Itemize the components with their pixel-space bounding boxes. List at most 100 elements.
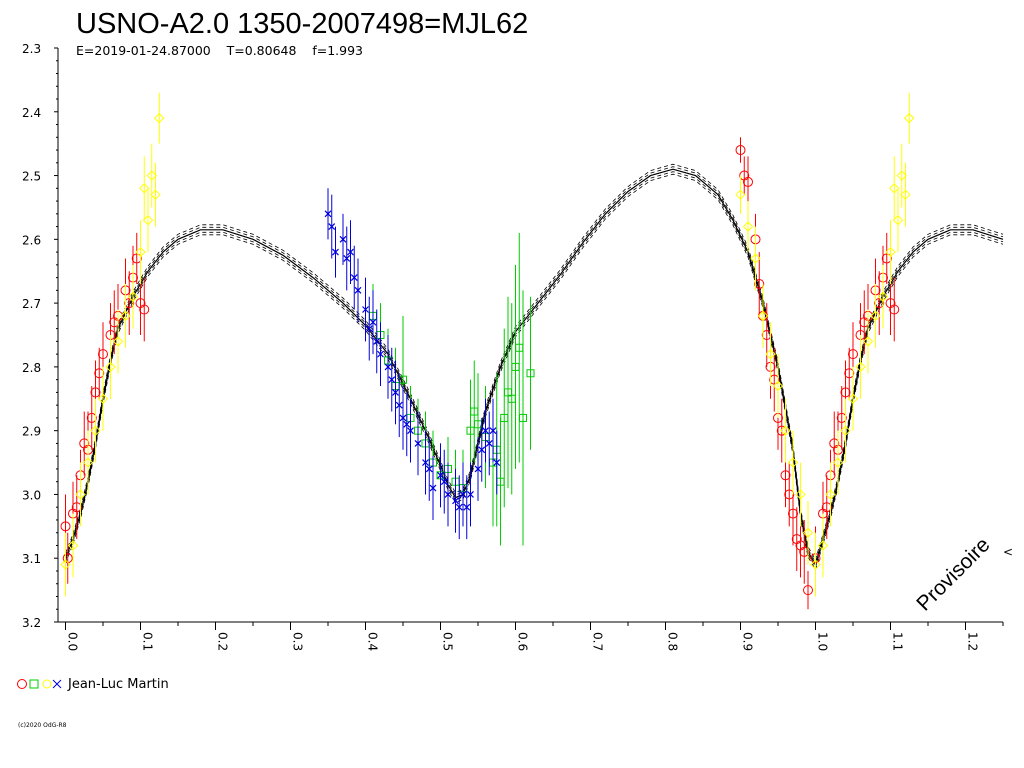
data-point-cross (388, 347, 396, 412)
marker-cross (452, 497, 459, 505)
marker-circle (844, 368, 855, 379)
marker-diamond (802, 527, 814, 538)
marker-cross (362, 306, 369, 313)
marker-diamond (750, 253, 761, 264)
data-point-diamond (896, 143, 907, 208)
marker-diamond (877, 291, 889, 302)
marker-cross (332, 248, 339, 256)
data-point-cross (369, 290, 377, 355)
marker-cross (395, 401, 403, 409)
data-point-diamond (60, 532, 71, 597)
x-tick-label: 0.6 (516, 632, 530, 651)
data-point-cross (455, 475, 463, 540)
marker-circle (836, 412, 847, 423)
chart-subtitle: E=2019-01-24.87000 T=0.80648 f=1.993 (76, 43, 363, 58)
marker-cross (343, 255, 351, 262)
data-point-diamond (787, 430, 799, 495)
x-tick-label: 1.1 (891, 632, 905, 651)
data-point-diamond (146, 143, 157, 208)
marker-diamond (896, 170, 907, 181)
marker-circle (788, 508, 798, 519)
data-point-diamond (112, 309, 124, 374)
marker-circle (754, 278, 765, 289)
marker-cross (377, 350, 384, 358)
marker-diamond (142, 214, 154, 226)
marker-square (526, 369, 535, 378)
data-point-diamond (877, 264, 889, 329)
data-point-diamond (135, 220, 146, 284)
data-point-diamond (127, 264, 139, 329)
marker-diamond (870, 310, 881, 322)
legend: Jean-Luc Martin (17, 677, 169, 692)
data-point-cross (463, 475, 471, 540)
data-point-circle (761, 303, 772, 367)
marker-circle (784, 489, 795, 500)
data-point-square (519, 290, 527, 546)
data-point-diamond (795, 462, 806, 527)
data-point-cross (478, 417, 486, 482)
y-tick-label: 3.1 (22, 552, 41, 566)
marker-cross (455, 503, 463, 511)
data-point-cross (395, 373, 403, 438)
marker-cross (493, 459, 501, 466)
x-tick-label: 1.2 (966, 632, 980, 651)
data-point-cross (377, 322, 384, 387)
model-curve-line (64, 168, 1004, 567)
data-point-diamond (154, 92, 165, 144)
data-point-diamond (889, 156, 900, 221)
x-tick-label: 0.7 (591, 632, 605, 651)
provisoire-watermark: Provisoire (912, 533, 994, 615)
marker-diamond (75, 489, 86, 500)
marker-cross (485, 439, 493, 447)
y-tick-label: 3.0 (22, 488, 41, 502)
marker-diamond (112, 336, 124, 347)
legend-square-marker (29, 679, 39, 689)
data-point-diamond (105, 335, 116, 399)
marker-diamond (787, 457, 799, 468)
data-point-circle (62, 532, 73, 584)
data-point-circle (124, 271, 135, 335)
data-point-diamond (892, 188, 904, 253)
marker-diamond (120, 310, 131, 322)
marker-diamond (154, 112, 165, 124)
marker-diamond (139, 183, 150, 194)
x-tick-label: 0.8 (666, 632, 680, 651)
data-point-cross (437, 443, 444, 508)
marker-cross (444, 491, 452, 498)
data-point-circle (799, 519, 810, 584)
marker-circle (735, 145, 746, 156)
marker-cross (347, 248, 354, 256)
data-point-cross (489, 398, 497, 463)
data-point-circle (79, 411, 90, 476)
x-tick-label: 0.2 (216, 632, 230, 651)
y-tick-label: 2.3 (22, 42, 41, 56)
marker-diamond (742, 221, 754, 232)
data-point-diamond (97, 366, 109, 431)
edge-marker: < (1003, 545, 1013, 559)
data-point-circle (739, 156, 750, 195)
data-point-circle (881, 232, 892, 284)
marker-diamond (855, 361, 866, 373)
data-point-cross (440, 449, 448, 514)
marker-cross (392, 388, 399, 396)
marker-diamond (795, 489, 806, 500)
marker-diamond (862, 336, 874, 347)
marker-diamond (765, 348, 776, 360)
data-point-diamond (904, 92, 915, 144)
marker-circle (743, 176, 753, 187)
data-point-circle (769, 347, 780, 412)
x-tick-label: 0.4 (366, 632, 380, 651)
data-point-cross (482, 398, 489, 463)
data-points (60, 92, 915, 610)
marker-circle (881, 253, 892, 264)
data-point-diamond (120, 283, 131, 348)
marker-circle (124, 298, 135, 309)
data-point-circle (94, 347, 105, 399)
marker-circle (780, 470, 791, 481)
marker-diamond (810, 559, 821, 570)
marker-circle (799, 546, 810, 557)
legend-cross-marker (52, 679, 62, 689)
data-point-cross (399, 386, 407, 450)
data-point-cross (459, 462, 467, 527)
marker-circle (889, 304, 900, 315)
